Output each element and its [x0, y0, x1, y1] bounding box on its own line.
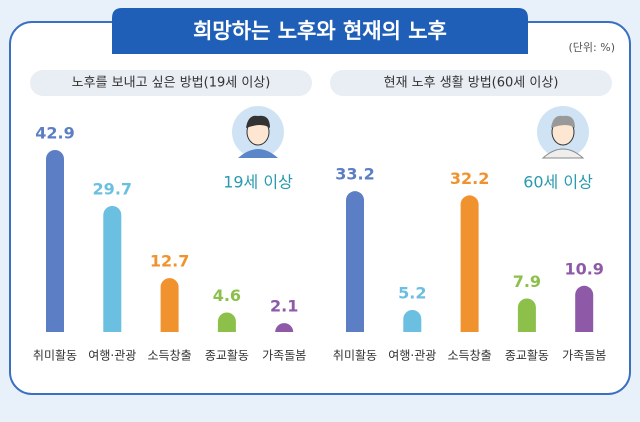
value-label: 4.6	[213, 286, 241, 305]
value-label: 5.2	[398, 283, 426, 302]
unit: (단위: %)	[569, 41, 615, 54]
bar	[460, 195, 479, 332]
bar	[103, 206, 122, 332]
bar	[46, 150, 64, 332]
bar	[403, 309, 422, 332]
category-label: 소득창출	[148, 349, 192, 363]
subtitle-pill	[30, 70, 312, 96]
category-label: 소득창출	[448, 349, 492, 363]
category-label: 취미활동	[333, 349, 377, 363]
value-label: 42.9	[35, 124, 74, 143]
value-label: 12.7	[150, 252, 189, 271]
title-banner	[112, 8, 528, 54]
icon-young	[232, 106, 284, 158]
bar	[275, 323, 294, 332]
value-label: 10.9	[564, 259, 603, 278]
category-label: 여행·관광	[88, 348, 136, 363]
category-label: 가족돌봄	[262, 349, 306, 363]
category-label: 종교활동	[205, 349, 249, 363]
title: 희망하는 노후와 현재의 노후	[193, 19, 447, 43]
icon-old	[537, 106, 589, 159]
category-label: 취미활동	[33, 349, 77, 363]
subtitle-pill	[330, 70, 612, 96]
category-label: 여행·관광	[388, 348, 436, 363]
subtitle: 현재 노후 생활 방법(60세 이상)	[384, 76, 559, 91]
bar	[517, 298, 536, 332]
category-label: 종교활동	[505, 349, 549, 363]
category-label: 가족돌봄	[562, 349, 606, 363]
value-label: 32.2	[450, 169, 489, 188]
value-label: 2.1	[270, 297, 298, 316]
bar	[346, 191, 364, 332]
bar	[575, 285, 594, 332]
value-label: 7.9	[513, 272, 541, 291]
bar	[217, 312, 236, 332]
value-label: 29.7	[93, 180, 132, 199]
bar	[160, 278, 179, 332]
annotation: 19세 이상	[223, 173, 293, 192]
annotation: 60세 이상	[523, 173, 593, 192]
subtitle: 노후를 보내고 싶은 방법(19세 이상)	[72, 76, 271, 91]
value-label: 33.2	[335, 165, 374, 184]
